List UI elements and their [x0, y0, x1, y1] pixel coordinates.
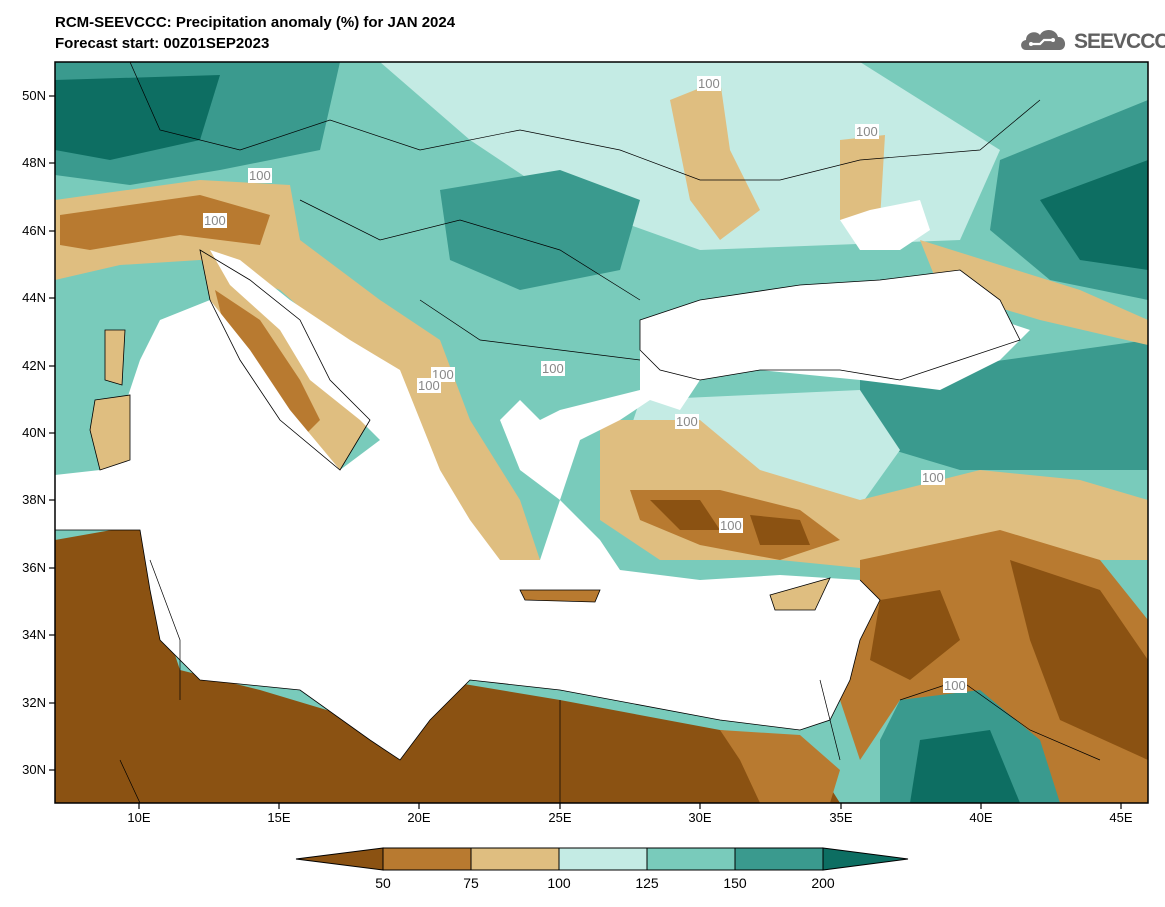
lat-label-40n: 40N	[22, 425, 46, 440]
field-very-dry-anatolia-west	[650, 500, 720, 530]
italy-coastline	[199, 249, 371, 471]
field-slightly-dry-crimea	[840, 135, 885, 220]
colorbar-tick-100: 100	[547, 875, 571, 891]
lat-label-30n: 30N	[22, 762, 46, 777]
lon-label-45e: 45E	[1109, 810, 1133, 825]
colorbar-tick-150: 150	[723, 875, 747, 891]
contour-label: 100	[855, 124, 879, 139]
lon-label-10e: 10E	[127, 810, 151, 825]
black-sea-coastline	[639, 269, 1021, 381]
sea-of-azov	[840, 200, 930, 250]
field-very-wet-romania	[440, 170, 640, 290]
colorbar-tick-75: 75	[463, 875, 479, 891]
mediterranean-sea	[55, 250, 1030, 760]
contour-label: 100	[943, 678, 967, 693]
colorbar-tick-125: 125	[635, 875, 659, 891]
colorbar-segment-125-150	[646, 847, 736, 871]
forecast-start-label: Forecast start: 00Z01SEP2023	[55, 35, 270, 52]
colorbar-segment-75-100	[470, 847, 560, 871]
field-dry-egypt-coast	[720, 730, 840, 803]
field-slightly-dry-ukraine	[670, 80, 760, 240]
crete	[519, 589, 601, 603]
axis-ticks	[49, 95, 1122, 809]
field-dry-italy	[215, 290, 320, 440]
lat-label-48n: 48N	[22, 155, 46, 170]
lon-label-35e: 35E	[829, 810, 853, 825]
field-very-dry-north-africa	[55, 525, 840, 803]
field-extreme-wet-germany	[55, 75, 220, 160]
lon-label-30e: 30E	[688, 810, 712, 825]
sardinia	[89, 394, 131, 471]
field-dry-alps	[60, 195, 270, 250]
contour-label: 100	[541, 361, 565, 376]
field-slightly-dry-caucasus-band	[920, 240, 1148, 345]
africa-levant-coastline	[55, 529, 881, 761]
contour-label: 100	[697, 76, 721, 91]
lat-label-42n: 42N	[22, 358, 46, 373]
contour-label: 100	[675, 414, 699, 429]
colorbar-segment-50-75	[382, 847, 472, 871]
colorbar-tick-50: 50	[375, 875, 391, 891]
colorbar-segment-100-125	[558, 847, 648, 871]
lat-label-50n: 50N	[22, 88, 46, 103]
field-extreme-wet-arabia	[910, 730, 1020, 803]
lat-label-44n: 44N	[22, 290, 46, 305]
lon-label-40e: 40E	[969, 810, 993, 825]
field-extreme-wet-east	[1040, 160, 1148, 270]
field-very-dry-iraq	[1010, 560, 1148, 760]
contour-label: 100	[719, 518, 743, 533]
lat-label-38n: 38N	[22, 492, 46, 507]
colorbar-segment-over-200	[822, 847, 909, 871]
corsica	[104, 329, 126, 386]
colorbar-segment-150-200	[734, 847, 824, 871]
lon-label-20e: 20E	[407, 810, 431, 825]
black-sea	[640, 270, 1020, 380]
map-field	[55, 62, 1148, 803]
logo-text: SEEVCCC	[1074, 30, 1165, 53]
lat-label-36n: 36N	[22, 560, 46, 575]
colorbar-tick-200: 200	[811, 875, 835, 891]
country-borders	[119, 62, 1101, 803]
field-very-dry-syria	[870, 590, 960, 680]
lat-label-34n: 34N	[22, 627, 46, 642]
field-very-dry-anatolia-east	[750, 515, 810, 545]
colorbar	[295, 847, 909, 871]
lat-label-46n: 46N	[22, 223, 46, 238]
cyprus	[769, 577, 831, 611]
contour-label: 100	[203, 213, 227, 228]
lat-label-32n: 32N	[22, 695, 46, 710]
cloud-logo-icon	[1021, 29, 1066, 50]
chart-title: RCM-SEEVCCC: Precipitation anomaly (%) f…	[55, 14, 456, 31]
seevccc-logo: SEEVCCC	[1018, 22, 1165, 58]
contour-label: 100	[248, 168, 272, 183]
lon-label-15e: 15E	[267, 810, 291, 825]
colorbar-segment-under-50	[295, 847, 384, 871]
contour-label: 100	[921, 470, 945, 485]
contour-label: 100	[417, 378, 441, 393]
lon-label-25e: 25E	[548, 810, 572, 825]
